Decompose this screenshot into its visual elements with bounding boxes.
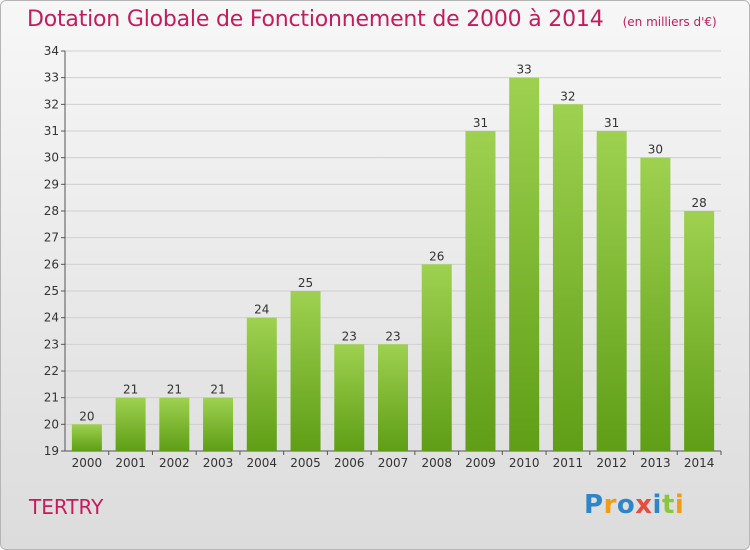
bar bbox=[421, 264, 452, 451]
y-tick-label: 29 bbox=[44, 177, 59, 191]
data-label: 25 bbox=[298, 276, 313, 290]
bar bbox=[334, 344, 365, 451]
data-label: 33 bbox=[517, 63, 532, 77]
x-tick-label: 2006 bbox=[334, 456, 365, 470]
chart-unit: (en milliers d'€) bbox=[622, 15, 717, 29]
data-label: 23 bbox=[385, 329, 400, 343]
bar bbox=[640, 157, 671, 451]
y-tick-label: 23 bbox=[44, 337, 59, 351]
y-tick-label: 27 bbox=[44, 231, 59, 245]
logo-letter: i bbox=[674, 490, 685, 520]
data-label: 28 bbox=[691, 196, 706, 210]
y-tick-label: 19 bbox=[44, 444, 59, 458]
data-label: 26 bbox=[429, 249, 444, 263]
y-tick-label: 28 bbox=[44, 204, 59, 218]
x-tick-label: 2002 bbox=[159, 456, 190, 470]
data-label: 23 bbox=[342, 329, 357, 343]
logo-letter: x bbox=[635, 490, 653, 520]
bar bbox=[684, 211, 715, 451]
chart-title-text: Dotation Globale de Fonctionnement de 20… bbox=[27, 7, 604, 32]
x-tick-label: 2007 bbox=[378, 456, 409, 470]
data-label: 21 bbox=[167, 383, 182, 397]
x-tick-label: 2000 bbox=[72, 456, 103, 470]
logo-letter: i bbox=[652, 490, 662, 520]
proxiti-logo[interactable]: Proxiti bbox=[584, 490, 684, 520]
commune-name: TERTRY bbox=[29, 495, 104, 519]
logo-letter: P bbox=[584, 490, 604, 520]
bar bbox=[203, 397, 234, 451]
x-tick-label: 2014 bbox=[684, 456, 715, 470]
y-tick-label: 21 bbox=[44, 391, 59, 405]
y-tick-label: 33 bbox=[44, 71, 59, 85]
logo-letter: t bbox=[661, 490, 675, 520]
x-tick-label: 2004 bbox=[247, 456, 278, 470]
x-tick-label: 2008 bbox=[421, 456, 452, 470]
data-label: 21 bbox=[210, 383, 225, 397]
y-tick-label: 34 bbox=[44, 44, 59, 58]
logo-letter: r bbox=[603, 490, 617, 520]
data-label: 31 bbox=[604, 116, 619, 130]
y-tick-label: 32 bbox=[44, 97, 59, 111]
data-label: 32 bbox=[560, 89, 575, 103]
data-label: 31 bbox=[473, 116, 488, 130]
bar bbox=[71, 424, 102, 451]
x-tick-label: 2011 bbox=[553, 456, 584, 470]
data-label: 20 bbox=[79, 409, 94, 423]
y-tick-label: 26 bbox=[44, 257, 59, 271]
bar bbox=[159, 397, 190, 451]
bar bbox=[509, 77, 540, 452]
bar bbox=[378, 344, 408, 451]
y-tick-label: 30 bbox=[44, 151, 59, 165]
bar bbox=[552, 104, 583, 451]
y-tick-label: 20 bbox=[44, 417, 59, 431]
data-label: 21 bbox=[123, 383, 138, 397]
x-tick-label: 2009 bbox=[465, 456, 496, 470]
x-tick-label: 2001 bbox=[115, 456, 146, 470]
x-tick-label: 2013 bbox=[640, 456, 671, 470]
y-tick-label: 25 bbox=[44, 284, 59, 298]
x-tick-label: 2012 bbox=[596, 456, 627, 470]
bar bbox=[465, 131, 496, 451]
bar bbox=[290, 291, 321, 451]
x-tick-label: 2003 bbox=[203, 456, 234, 470]
x-tick-label: 2005 bbox=[290, 456, 321, 470]
bar bbox=[596, 131, 627, 451]
y-tick-label: 24 bbox=[44, 311, 59, 325]
data-label: 30 bbox=[648, 143, 663, 157]
x-tick-label: 2010 bbox=[509, 456, 540, 470]
chart-title: Dotation Globale de Fonctionnement de 20… bbox=[27, 7, 717, 32]
logo-letter: o bbox=[616, 490, 636, 520]
data-label: 24 bbox=[254, 303, 269, 317]
bar bbox=[115, 397, 146, 451]
y-tick-label: 31 bbox=[44, 124, 59, 138]
bar bbox=[246, 317, 277, 451]
y-tick-label: 22 bbox=[44, 364, 59, 378]
